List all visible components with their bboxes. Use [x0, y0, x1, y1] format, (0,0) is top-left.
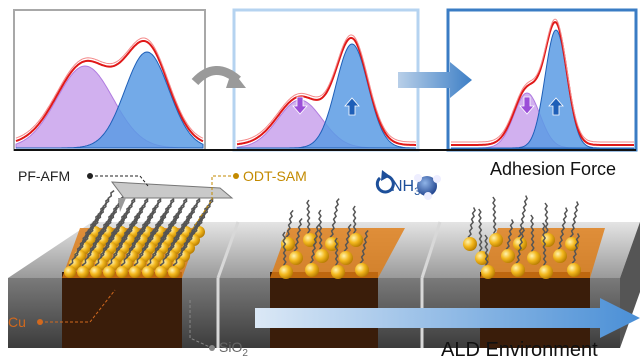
thiol-head: [567, 263, 581, 277]
odt-sam-label: ODT-SAM: [243, 168, 307, 184]
thiol-head: [155, 266, 167, 278]
spectra-panels: [14, 10, 636, 150]
thiol-head: [116, 266, 128, 278]
thiol-head: [103, 266, 115, 278]
tip: [118, 198, 126, 212]
thiol-head: [349, 233, 363, 247]
thiol-head: [281, 237, 295, 251]
thiol-head: [289, 251, 303, 265]
thiol-head: [279, 265, 293, 279]
thiol-head: [481, 265, 495, 279]
cu-dot: [37, 319, 43, 325]
ald-environment-label: ALD Environment: [441, 339, 598, 361]
sio2-main: SiO: [219, 339, 242, 355]
thiol-head: [305, 263, 319, 277]
thiol-head: [339, 251, 353, 265]
cantilever: [112, 182, 232, 198]
thiol-head: [539, 265, 553, 279]
odt-sam-dot: [233, 173, 239, 179]
sio2-sub: 2: [242, 348, 248, 359]
molecules: [62, 191, 605, 279]
pf-afm-dot: [87, 173, 93, 179]
thiol-head: [142, 266, 154, 278]
thiol-head: [527, 251, 541, 265]
thiol-head: [355, 263, 369, 277]
thiol-head: [501, 249, 515, 263]
sio2-dot: [209, 345, 215, 351]
thiol-head: [77, 266, 89, 278]
thiol-head: [489, 233, 503, 247]
thiol-head: [64, 266, 76, 278]
thiol-head: [168, 266, 180, 278]
thiol-head: [90, 266, 102, 278]
cu-well: [62, 272, 182, 348]
thiol-head: [129, 266, 141, 278]
thiol-head: [315, 249, 329, 263]
thiol-head: [553, 249, 567, 263]
nh3-main: NH: [391, 178, 414, 195]
thiol-head: [463, 237, 477, 251]
pf-afm-label: PF-AFM: [18, 168, 70, 184]
thiol-head: [331, 265, 345, 279]
thiol-head: [511, 263, 525, 277]
cycle-icon-head: [381, 170, 390, 181]
adhesion-force-label: Adhesion Force: [490, 159, 616, 179]
figure: Adhesion Force ALD Environment PF-AFM OD…: [0, 0, 644, 361]
cu-label: Cu: [8, 314, 26, 330]
